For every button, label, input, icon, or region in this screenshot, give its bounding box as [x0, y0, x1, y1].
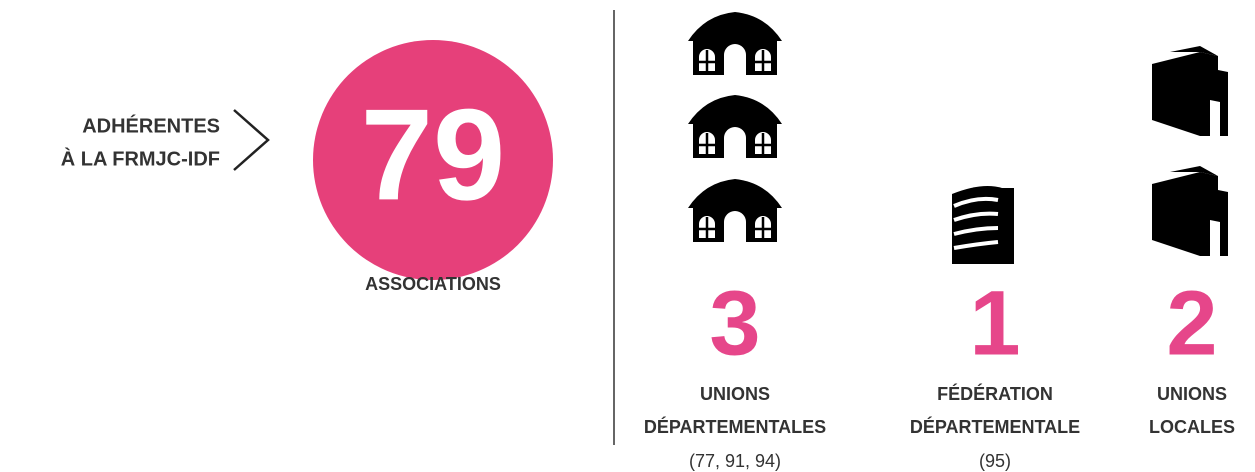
- label: DÉPARTEMENTALE: [910, 416, 1080, 437]
- caption: ADHÉRENTES: [82, 114, 220, 137]
- icon: [1152, 166, 1228, 256]
- caption: À LA FRMJC-IDF: [61, 147, 220, 170]
- icon: [1152, 46, 1228, 136]
- main-label: ASSOCIATIONS: [365, 274, 501, 294]
- count: 3: [709, 272, 760, 374]
- main-number: 79: [361, 81, 506, 227]
- label: UNIONS: [1157, 384, 1227, 404]
- icon: [950, 184, 1016, 266]
- icon: [686, 177, 784, 244]
- icon: [686, 10, 784, 77]
- label: UNIONS: [700, 384, 770, 404]
- icon: [686, 93, 784, 160]
- label: LOCALES: [1149, 417, 1235, 437]
- note: (95): [979, 451, 1011, 471]
- circle: [313, 40, 553, 280]
- note: (77, 91, 94): [689, 451, 781, 471]
- count: 1: [969, 272, 1020, 374]
- chevron: [233, 109, 270, 171]
- label: FÉDÉRATION: [937, 383, 1053, 404]
- count: 2: [1166, 272, 1217, 374]
- label: DÉPARTEMENTALES: [644, 416, 826, 437]
